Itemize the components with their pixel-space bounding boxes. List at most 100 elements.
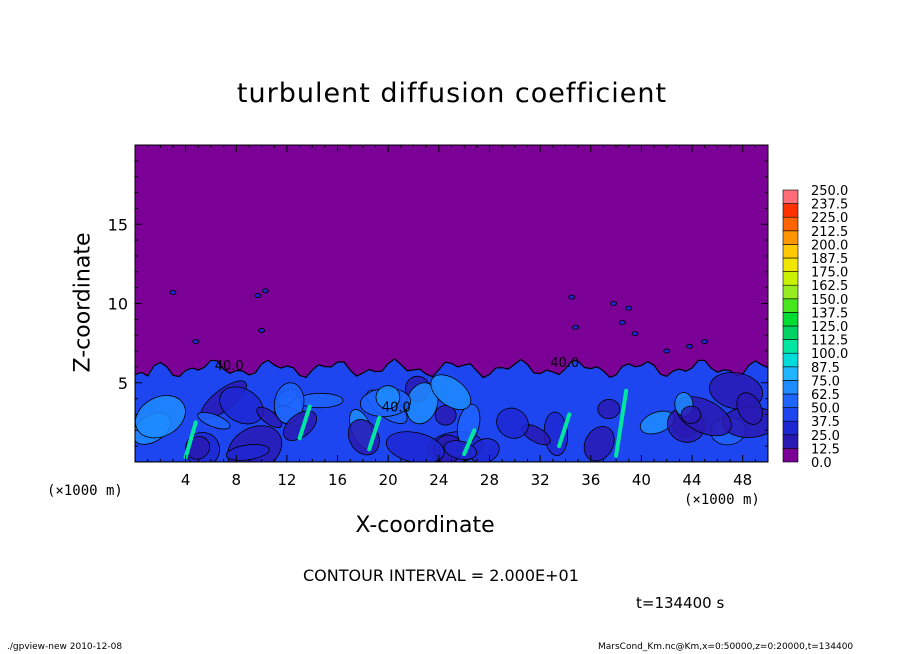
x-tick-label: 28 [480, 471, 499, 489]
x-tick-label: 16 [328, 471, 347, 489]
colorbar-swatch [782, 230, 799, 245]
eddy [597, 398, 621, 420]
y-tick-label: 5 [118, 374, 128, 393]
x-tick-label: 32 [531, 471, 550, 489]
colorbar-label: 250.0 [811, 184, 848, 199]
eddy-small [572, 324, 579, 330]
x-tick-label: 24 [429, 471, 448, 489]
turbulent-field: 40.0 40.0 40.0 [135, 288, 768, 462]
eddy [197, 411, 231, 430]
eddy [256, 406, 283, 429]
contour-label: 40.0 [550, 356, 579, 371]
eddy-streak [297, 404, 312, 441]
eddy [736, 392, 763, 425]
colorbar-swatch [782, 284, 799, 300]
eddy-small [261, 288, 269, 294]
eddy [434, 404, 457, 426]
colorbar-label: 25.0 [811, 429, 840, 444]
eddy-streak [462, 428, 477, 457]
colorbar-label: 112.5 [811, 334, 848, 349]
eddy-small [169, 290, 177, 295]
y-tick-label: 15 [108, 215, 128, 234]
x-tick-label: 36 [581, 471, 600, 489]
colorbar-label: 50.0 [811, 402, 840, 417]
colorbar-label: 225.0 [811, 211, 848, 226]
eddy [282, 410, 318, 441]
colorbar-swatch [782, 380, 799, 395]
colorbar-label: 150.0 [811, 293, 848, 308]
eddy-streak [367, 415, 382, 452]
x-unit-right: (×1000 m) [684, 492, 760, 508]
eddy-small [258, 328, 266, 333]
eddy-small [686, 343, 693, 349]
eddy-small [663, 348, 671, 354]
eddy [430, 374, 472, 410]
colorbar-label: 237.5 [811, 198, 848, 213]
colorbar-swatch [782, 420, 799, 436]
x-tick-label: 4 [181, 471, 191, 489]
colorbar-swatch [782, 366, 799, 381]
colorbar-swatch [782, 298, 799, 313]
colorbar-swatch [782, 448, 799, 463]
eddy [375, 385, 401, 410]
eddy-small [568, 294, 576, 300]
footer-left: ./gpview-new 2010-12-08 [7, 642, 123, 652]
colorbar-swatch [782, 393, 799, 408]
colorbar-swatch [782, 434, 799, 449]
colorbar-swatch [782, 216, 799, 232]
colorbar-label: 87.5 [811, 361, 840, 376]
colorbar: 0.012.525.037.550.062.575.087.5100.0112.… [782, 184, 848, 471]
eddy-small [619, 320, 626, 325]
colorbar-swatch [782, 244, 799, 259]
x-tick-label: 48 [733, 471, 752, 489]
eddy-streak [183, 420, 198, 460]
x-tick-label: 20 [379, 471, 398, 489]
colorbar-swatch [782, 271, 799, 286]
colorbar-swatch [782, 325, 799, 340]
colorbar-swatch [782, 189, 799, 204]
x-axis-label: X-coordinate [355, 513, 495, 538]
colorbar-label: 12.5 [811, 442, 840, 457]
eddy [385, 431, 445, 462]
colorbar-label: 212.5 [811, 225, 848, 240]
y-axis-label: Z-coordinate [70, 232, 96, 373]
eddy [496, 407, 529, 439]
colorbar-label: 100.0 [811, 347, 848, 362]
colorbar-label: 37.5 [811, 415, 840, 430]
footer-right: MarsCond_Km.nc@Km,x=0:50000,z=0:20000,t=… [598, 642, 854, 652]
colorbar-label: 0.0 [811, 456, 832, 471]
chart-title: turbulent diffusion coefficient [236, 78, 668, 109]
eddy-streak [614, 388, 629, 458]
eddy [680, 405, 702, 424]
eddy-streak [557, 412, 572, 449]
colorbar-label: 162.5 [811, 279, 848, 294]
contour-label: 40.0 [215, 359, 244, 374]
colorbar-swatch [782, 352, 799, 368]
eddy-small [254, 293, 262, 298]
colorbar-label: 137.5 [811, 306, 848, 321]
colorbar-swatch [782, 257, 799, 272]
y-tick-label: 10 [108, 295, 128, 314]
colorbar-label: 175.0 [811, 266, 848, 281]
eddy [297, 392, 344, 409]
contour-label: 40.0 [382, 400, 411, 415]
time-label: t=134400 s [636, 594, 725, 612]
colorbar-swatch [782, 203, 799, 218]
colorbar-swatch [782, 339, 799, 354]
colorbar-label: 200.0 [811, 238, 848, 253]
eddy-small [631, 331, 639, 337]
colorbar-label: 62.5 [811, 388, 840, 403]
eddy-small [701, 339, 709, 344]
eddy [135, 395, 186, 439]
colorbar-swatch [782, 312, 799, 327]
colorbar-swatch [782, 407, 799, 422]
x-tick-label: 40 [632, 471, 651, 489]
colorbar-label: 187.5 [811, 252, 848, 267]
x-unit-left: (×1000 m) [47, 483, 123, 499]
eddy-small [625, 305, 633, 311]
colorbar-label: 125.0 [811, 320, 848, 335]
x-tick-label: 44 [682, 471, 701, 489]
eddy-small [610, 301, 617, 306]
eddy-small [192, 339, 200, 344]
